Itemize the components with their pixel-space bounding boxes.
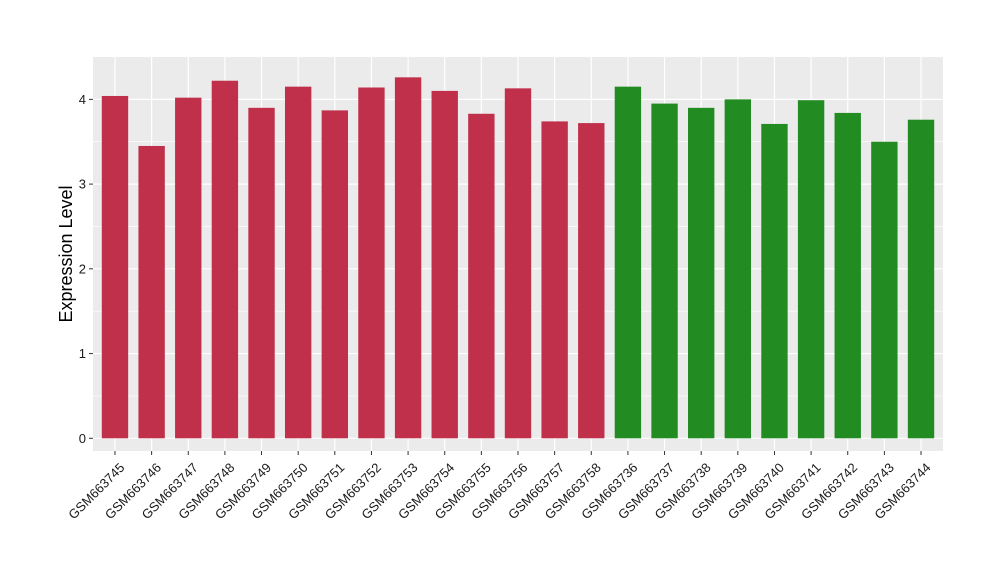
y-tick-label: 2: [79, 261, 86, 276]
bar-series: [101, 77, 935, 439]
bar-gsm663742: [834, 112, 861, 439]
bar-gsm663754: [431, 90, 458, 439]
bar-gsm663753: [394, 77, 422, 439]
y-axis-title: Expression Level: [56, 185, 76, 322]
y-tick-label: 1: [79, 346, 86, 361]
bar-gsm663737: [651, 103, 678, 439]
bar-gsm663750: [284, 86, 312, 439]
y-tick-label: 0: [79, 431, 86, 446]
bar-gsm663748: [211, 80, 239, 439]
y-tick-label: 3: [79, 177, 86, 192]
bar-gsm663755: [468, 113, 495, 439]
bar-gsm663751: [321, 110, 348, 439]
bar-gsm663740: [761, 123, 788, 439]
bar-gsm663743: [871, 141, 898, 439]
bar-gsm663744: [907, 119, 935, 439]
x-axis: GSM663745GSM663746GSM663747GSM663748GSM6…: [65, 451, 934, 522]
bar-gsm663738: [688, 107, 715, 439]
bar-gsm663757: [541, 121, 568, 439]
bar-gsm663752: [358, 87, 385, 439]
bar-gsm663746: [138, 145, 165, 439]
bar-gsm663749: [248, 107, 275, 439]
bar-gsm663745: [101, 95, 129, 439]
bar-gsm663756: [504, 88, 532, 439]
bar-gsm663741: [797, 100, 825, 439]
bar-gsm663736: [614, 86, 642, 439]
y-tick-label: 4: [79, 92, 86, 107]
bar-gsm663758: [578, 123, 605, 439]
bar-gsm663747: [175, 97, 202, 439]
y-axis: 0 1 2 3 4: [79, 92, 93, 446]
bar-gsm663739: [724, 99, 752, 439]
